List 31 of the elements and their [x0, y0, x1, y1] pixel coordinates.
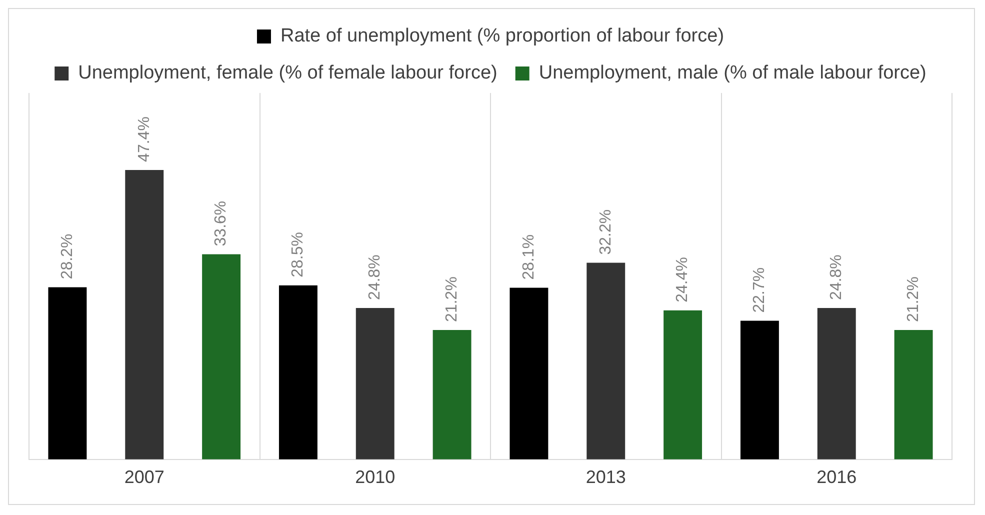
bar	[894, 330, 933, 460]
data-label: 28.2%	[58, 234, 76, 280]
bar	[817, 308, 856, 460]
x-tick-label: 2013	[586, 467, 626, 488]
bar	[740, 320, 779, 460]
data-label: 22.7%	[751, 267, 768, 313]
bar	[202, 254, 241, 460]
data-label: 24.4%	[674, 257, 692, 302]
data-label: 33.6%	[212, 200, 230, 246]
data-label: 28.1%	[520, 234, 538, 280]
data-label: 28.5%	[290, 232, 307, 278]
bar	[586, 262, 626, 460]
data-label: 24.8%	[366, 254, 384, 300]
legend-label: Unemployment, female (% of female labour force)	[78, 62, 498, 84]
data-label: 21.2%	[443, 276, 460, 322]
data-label: 21.2%	[904, 276, 922, 322]
x-tick-label: 2010	[355, 467, 396, 488]
bar	[664, 310, 702, 460]
x-tick-label: 2007	[124, 467, 164, 488]
legend-label: Rate of unemployment (% proportion of labour force)	[280, 26, 724, 47]
data-label: 24.8%	[828, 254, 846, 300]
data-label: 47.4%	[136, 116, 153, 162]
bar	[125, 170, 164, 460]
x-tick-label: 2016	[816, 467, 857, 488]
bar	[278, 285, 318, 460]
data-label: 32.2%	[597, 209, 614, 255]
bar	[510, 288, 548, 460]
bar	[432, 330, 472, 460]
bar	[356, 308, 394, 460]
legend-label: Unemployment, male (% of male labour force)	[538, 62, 926, 84]
bar	[48, 287, 87, 460]
